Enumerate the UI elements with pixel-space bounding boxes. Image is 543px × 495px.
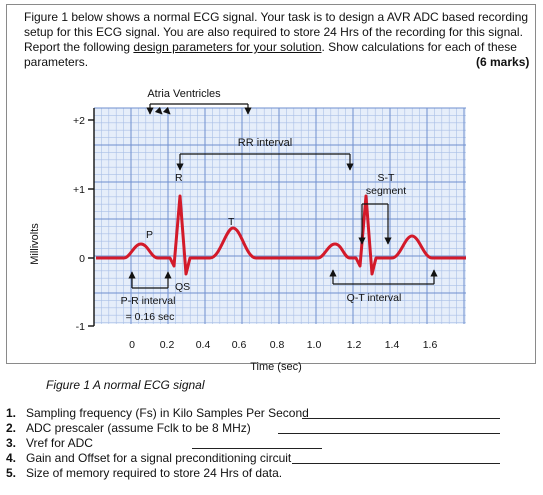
y-tick-label: -1 — [76, 321, 85, 333]
y-tick-label: +1 — [73, 184, 85, 196]
qt-interval-label: Q-T interval — [347, 292, 402, 304]
pr-interval-arrow — [128, 271, 172, 289]
y-tick-label: +2 — [73, 115, 85, 127]
figure-caption: Figure 1 A normal ECG signal — [46, 378, 205, 392]
x-tick-label: 1.4 — [385, 339, 400, 351]
question-list: 1. Sampling frequency (Fs) in Kilo Sampl… — [6, 406, 536, 481]
x-tick-label: 1.6 — [423, 339, 438, 351]
list-item: 1. Sampling frequency (Fs) in Kilo Sampl… — [6, 406, 536, 421]
marks-label: (6 marks) — [476, 55, 530, 69]
atria-ventricles-label: Atria Ventricles — [147, 88, 221, 100]
list-item: 5. Size of memory required to store 24 H… — [6, 466, 536, 481]
item-text: Sampling frequency (Fs) in Kilo Samples … — [26, 406, 309, 420]
y-tick-label: 0 — [79, 253, 85, 265]
qt-interval-arrow — [329, 269, 438, 285]
item-number: 2. — [6, 421, 17, 435]
item-number: 4. — [6, 451, 17, 465]
t-wave-label: T — [228, 216, 235, 228]
x-tick-label: 0.4 — [196, 339, 211, 351]
question-intro: Figure 1 below shows a normal ECG signal… — [24, 10, 532, 70]
item-number: 3. — [6, 436, 17, 450]
segment-label: segment — [366, 185, 406, 197]
y-axis-title: Millivolts — [29, 223, 41, 265]
item-text: ADC prescaler (assume Fclk to be 8 MHz) — [26, 421, 251, 435]
item-text: Gain and Offset for a signal preconditio… — [26, 451, 292, 465]
r-wave-label: R — [175, 172, 183, 184]
intro-underlined-text: design parameters for your solution — [133, 40, 322, 54]
pr-value-label: = 0.16 sec — [126, 311, 175, 323]
answer-line — [302, 418, 500, 419]
ecg-grid-major — [93, 107, 466, 324]
ecg-trace — [96, 194, 466, 276]
list-item: 4. Gain and Offset for a signal precondi… — [6, 451, 536, 466]
st-segment-bracket — [358, 203, 392, 245]
item-number: 5. — [6, 466, 17, 480]
x-tick-label: 0.6 — [232, 339, 247, 351]
x-tick-label: 0.8 — [270, 339, 285, 351]
x-tick-label: 0 — [129, 339, 135, 351]
list-item: 3. Vref for ADC — [6, 436, 536, 451]
p-wave-label: P — [146, 229, 153, 241]
rr-interval-label: RR interval — [238, 137, 292, 149]
st-label: S-T — [378, 172, 396, 184]
answer-line — [192, 448, 322, 449]
x-tick-label: 0.2 — [160, 339, 175, 351]
x-tick-label: 1.2 — [347, 339, 362, 351]
intro-text-end: . Show calculations for each of these pa… — [24, 40, 517, 69]
answer-line — [278, 433, 500, 434]
x-axis-title: Time (sec) — [250, 361, 302, 373]
list-item: 2. ADC prescaler (assume Fclk to be 8 MH… — [6, 421, 536, 436]
pr-interval-label: P-R interval — [121, 295, 176, 307]
y-axis-ticks — [88, 119, 94, 327]
qs-label: QS — [175, 281, 190, 293]
atria-ventricles-arrows — [146, 103, 252, 115]
question-box — [6, 4, 536, 364]
item-text: Vref for ADC — [26, 436, 93, 450]
item-text: Size of memory required to store 24 Hrs … — [26, 466, 283, 480]
intro-text: Figure 1 below shows a normal ECG signal… — [24, 10, 529, 54]
x-tick-label: 1.0 — [307, 339, 322, 351]
rr-interval-bracket — [176, 153, 354, 171]
answer-line — [292, 463, 500, 464]
item-number: 1. — [6, 406, 17, 420]
